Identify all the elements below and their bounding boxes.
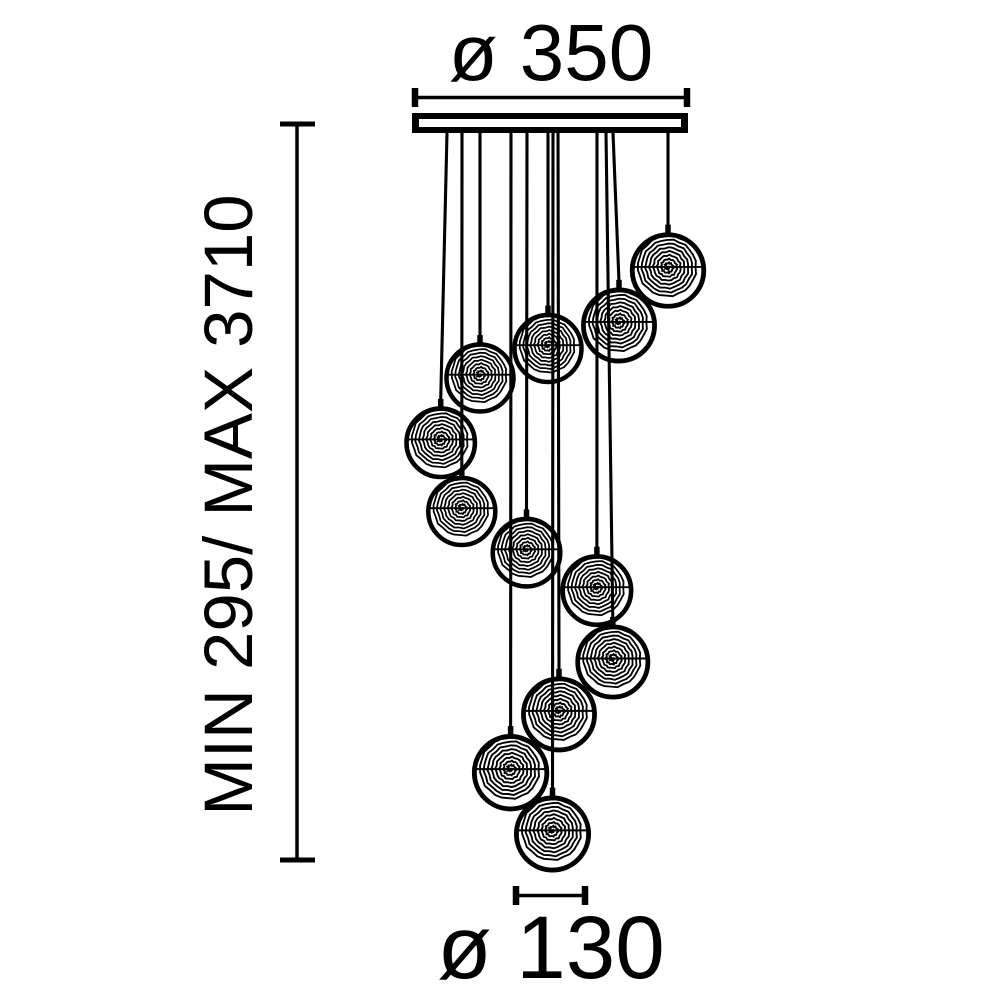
svg-text:ø 350: ø 350 xyxy=(449,8,654,97)
svg-text:ø 130: ø 130 xyxy=(437,897,665,997)
svg-text:MIN 295/ MAX 3710: MIN 295/ MAX 3710 xyxy=(190,194,267,815)
